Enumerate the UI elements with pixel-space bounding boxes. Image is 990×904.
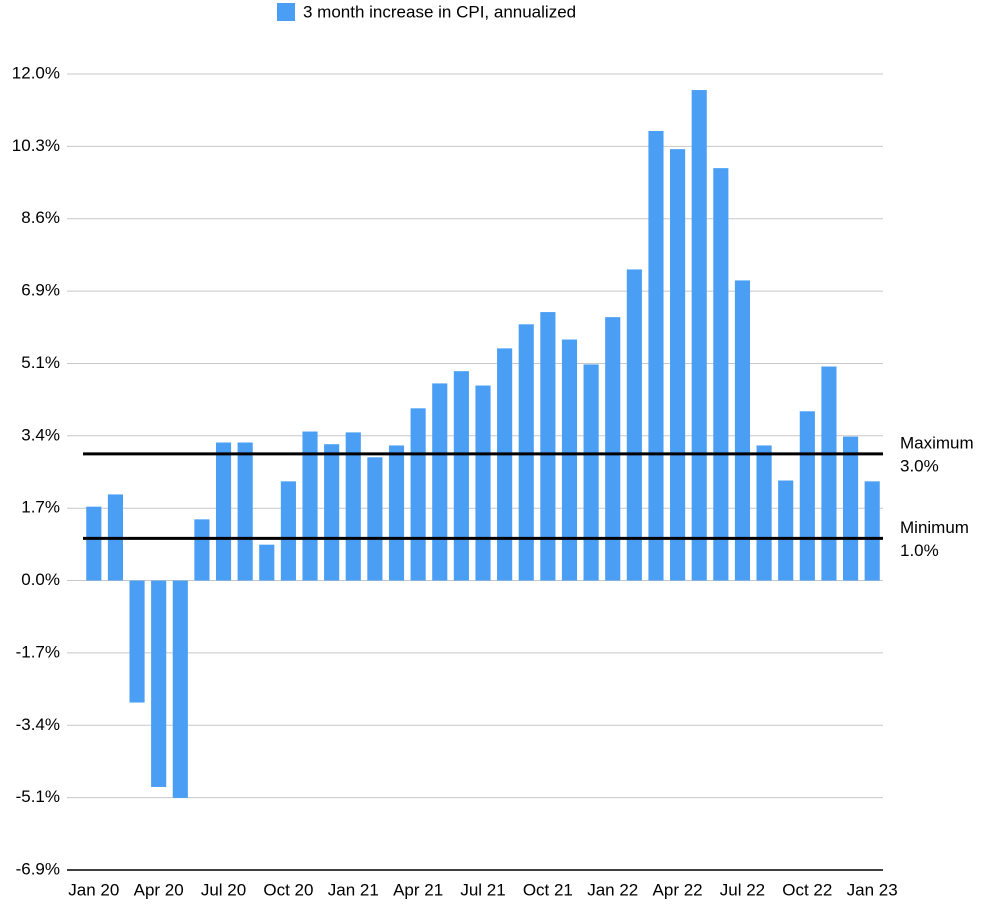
- x-tick-label: Jan 21: [328, 880, 379, 899]
- bar: [367, 457, 383, 581]
- y-tick-label: 12.0%: [12, 63, 60, 82]
- x-tick-label: Apr 21: [393, 880, 443, 899]
- bar: [713, 168, 729, 581]
- x-tick-label: Jul 22: [720, 880, 765, 899]
- bar: [670, 149, 686, 581]
- x-tick-label: Jan 23: [847, 880, 898, 899]
- reference-value-label: 1.0%: [900, 541, 939, 560]
- bar: [215, 442, 232, 581]
- bar: [821, 366, 837, 581]
- reference-value-label: 3.0%: [900, 456, 939, 475]
- bar: [172, 580, 188, 798]
- bar: [734, 280, 751, 581]
- y-tick-label: 10.3%: [12, 136, 60, 155]
- bar: [280, 481, 296, 581]
- bar: [648, 130, 664, 581]
- bar: [432, 383, 448, 581]
- x-tick-label: Apr 20: [134, 880, 184, 899]
- bar: [345, 432, 361, 581]
- bar: [259, 544, 275, 581]
- y-tick-label: 6.9%: [21, 281, 60, 300]
- x-tick-label: Oct 21: [523, 880, 573, 899]
- bar: [388, 445, 405, 581]
- bar: [691, 90, 707, 581]
- bar: [605, 317, 621, 581]
- bar: [778, 480, 794, 581]
- y-tick-label: 8.6%: [21, 208, 60, 227]
- bar: [756, 445, 772, 581]
- bar: [843, 436, 859, 581]
- y-tick-label: -1.7%: [16, 642, 60, 661]
- bar: [129, 580, 145, 703]
- x-tick-label: Oct 22: [782, 880, 832, 899]
- bar: [86, 506, 102, 581]
- bar: [540, 312, 556, 581]
- bar: [626, 269, 642, 581]
- bar: [324, 444, 340, 581]
- bar: [561, 339, 578, 581]
- y-tick-label: 0.0%: [21, 570, 60, 589]
- bar: [583, 364, 599, 581]
- y-tick-label: -6.9%: [16, 859, 60, 878]
- bar: [864, 481, 880, 581]
- x-tick-label: Oct 20: [263, 880, 313, 899]
- bar: [237, 442, 253, 581]
- legend-label: 3 month increase in CPI, annualized: [303, 2, 576, 21]
- y-tick-label: 1.7%: [21, 498, 60, 517]
- y-tick-label: -5.1%: [16, 787, 60, 806]
- bar: [497, 348, 513, 581]
- reference-label: Maximum: [900, 433, 974, 452]
- bar: [799, 411, 815, 581]
- x-tick-label: Jan 22: [587, 880, 638, 899]
- y-tick-label: 5.1%: [21, 353, 60, 372]
- bar: [151, 580, 167, 787]
- x-tick-label: Jul 21: [460, 880, 505, 899]
- bar: [475, 385, 491, 581]
- y-tick-label: 3.4%: [21, 425, 60, 444]
- bar: [302, 431, 318, 581]
- bar: [453, 371, 469, 581]
- y-tick-label: -3.4%: [16, 715, 60, 734]
- x-tick-label: Jan 20: [68, 880, 119, 899]
- legend-swatch: [277, 3, 295, 21]
- bar: [194, 519, 210, 581]
- reference-label: Minimum: [900, 518, 969, 537]
- bar: [410, 408, 426, 581]
- x-tick-label: Jul 20: [201, 880, 246, 899]
- x-tick-label: Apr 22: [653, 880, 703, 899]
